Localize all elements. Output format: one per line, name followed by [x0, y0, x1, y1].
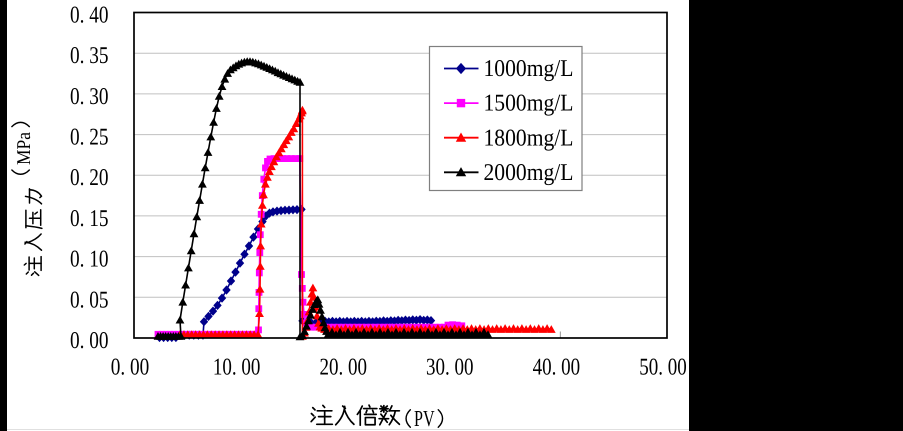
- svg-text:30. 00: 30. 00: [426, 355, 474, 381]
- svg-text:1800mg/L: 1800mg/L: [484, 125, 574, 151]
- svg-text:MPa: MPa: [14, 132, 35, 165]
- svg-text:0. 05: 0. 05: [70, 287, 109, 313]
- svg-text:PV: PV: [414, 406, 435, 431]
- svg-text:0. 40: 0. 40: [70, 3, 109, 29]
- svg-text:0. 15: 0. 15: [70, 206, 109, 232]
- svg-text:1500mg/L: 1500mg/L: [484, 91, 574, 117]
- svg-text:0. 20: 0. 20: [70, 165, 109, 191]
- svg-text:50. 00: 50. 00: [639, 355, 687, 381]
- svg-text:0. 30: 0. 30: [70, 84, 109, 110]
- svg-text:2000mg/L: 2000mg/L: [484, 160, 574, 186]
- svg-text:10. 00: 10. 00: [213, 355, 261, 381]
- svg-text:0. 10: 0. 10: [70, 247, 109, 273]
- svg-text:0. 25: 0. 25: [70, 125, 109, 151]
- svg-text:40. 00: 40. 00: [533, 355, 581, 381]
- svg-text:0. 00: 0. 00: [70, 328, 109, 354]
- svg-text:0. 00: 0. 00: [111, 355, 150, 381]
- svg-text:1000mg/L: 1000mg/L: [484, 56, 574, 82]
- svg-text:0. 35: 0. 35: [70, 43, 109, 69]
- svg-text:20. 00: 20. 00: [319, 355, 367, 381]
